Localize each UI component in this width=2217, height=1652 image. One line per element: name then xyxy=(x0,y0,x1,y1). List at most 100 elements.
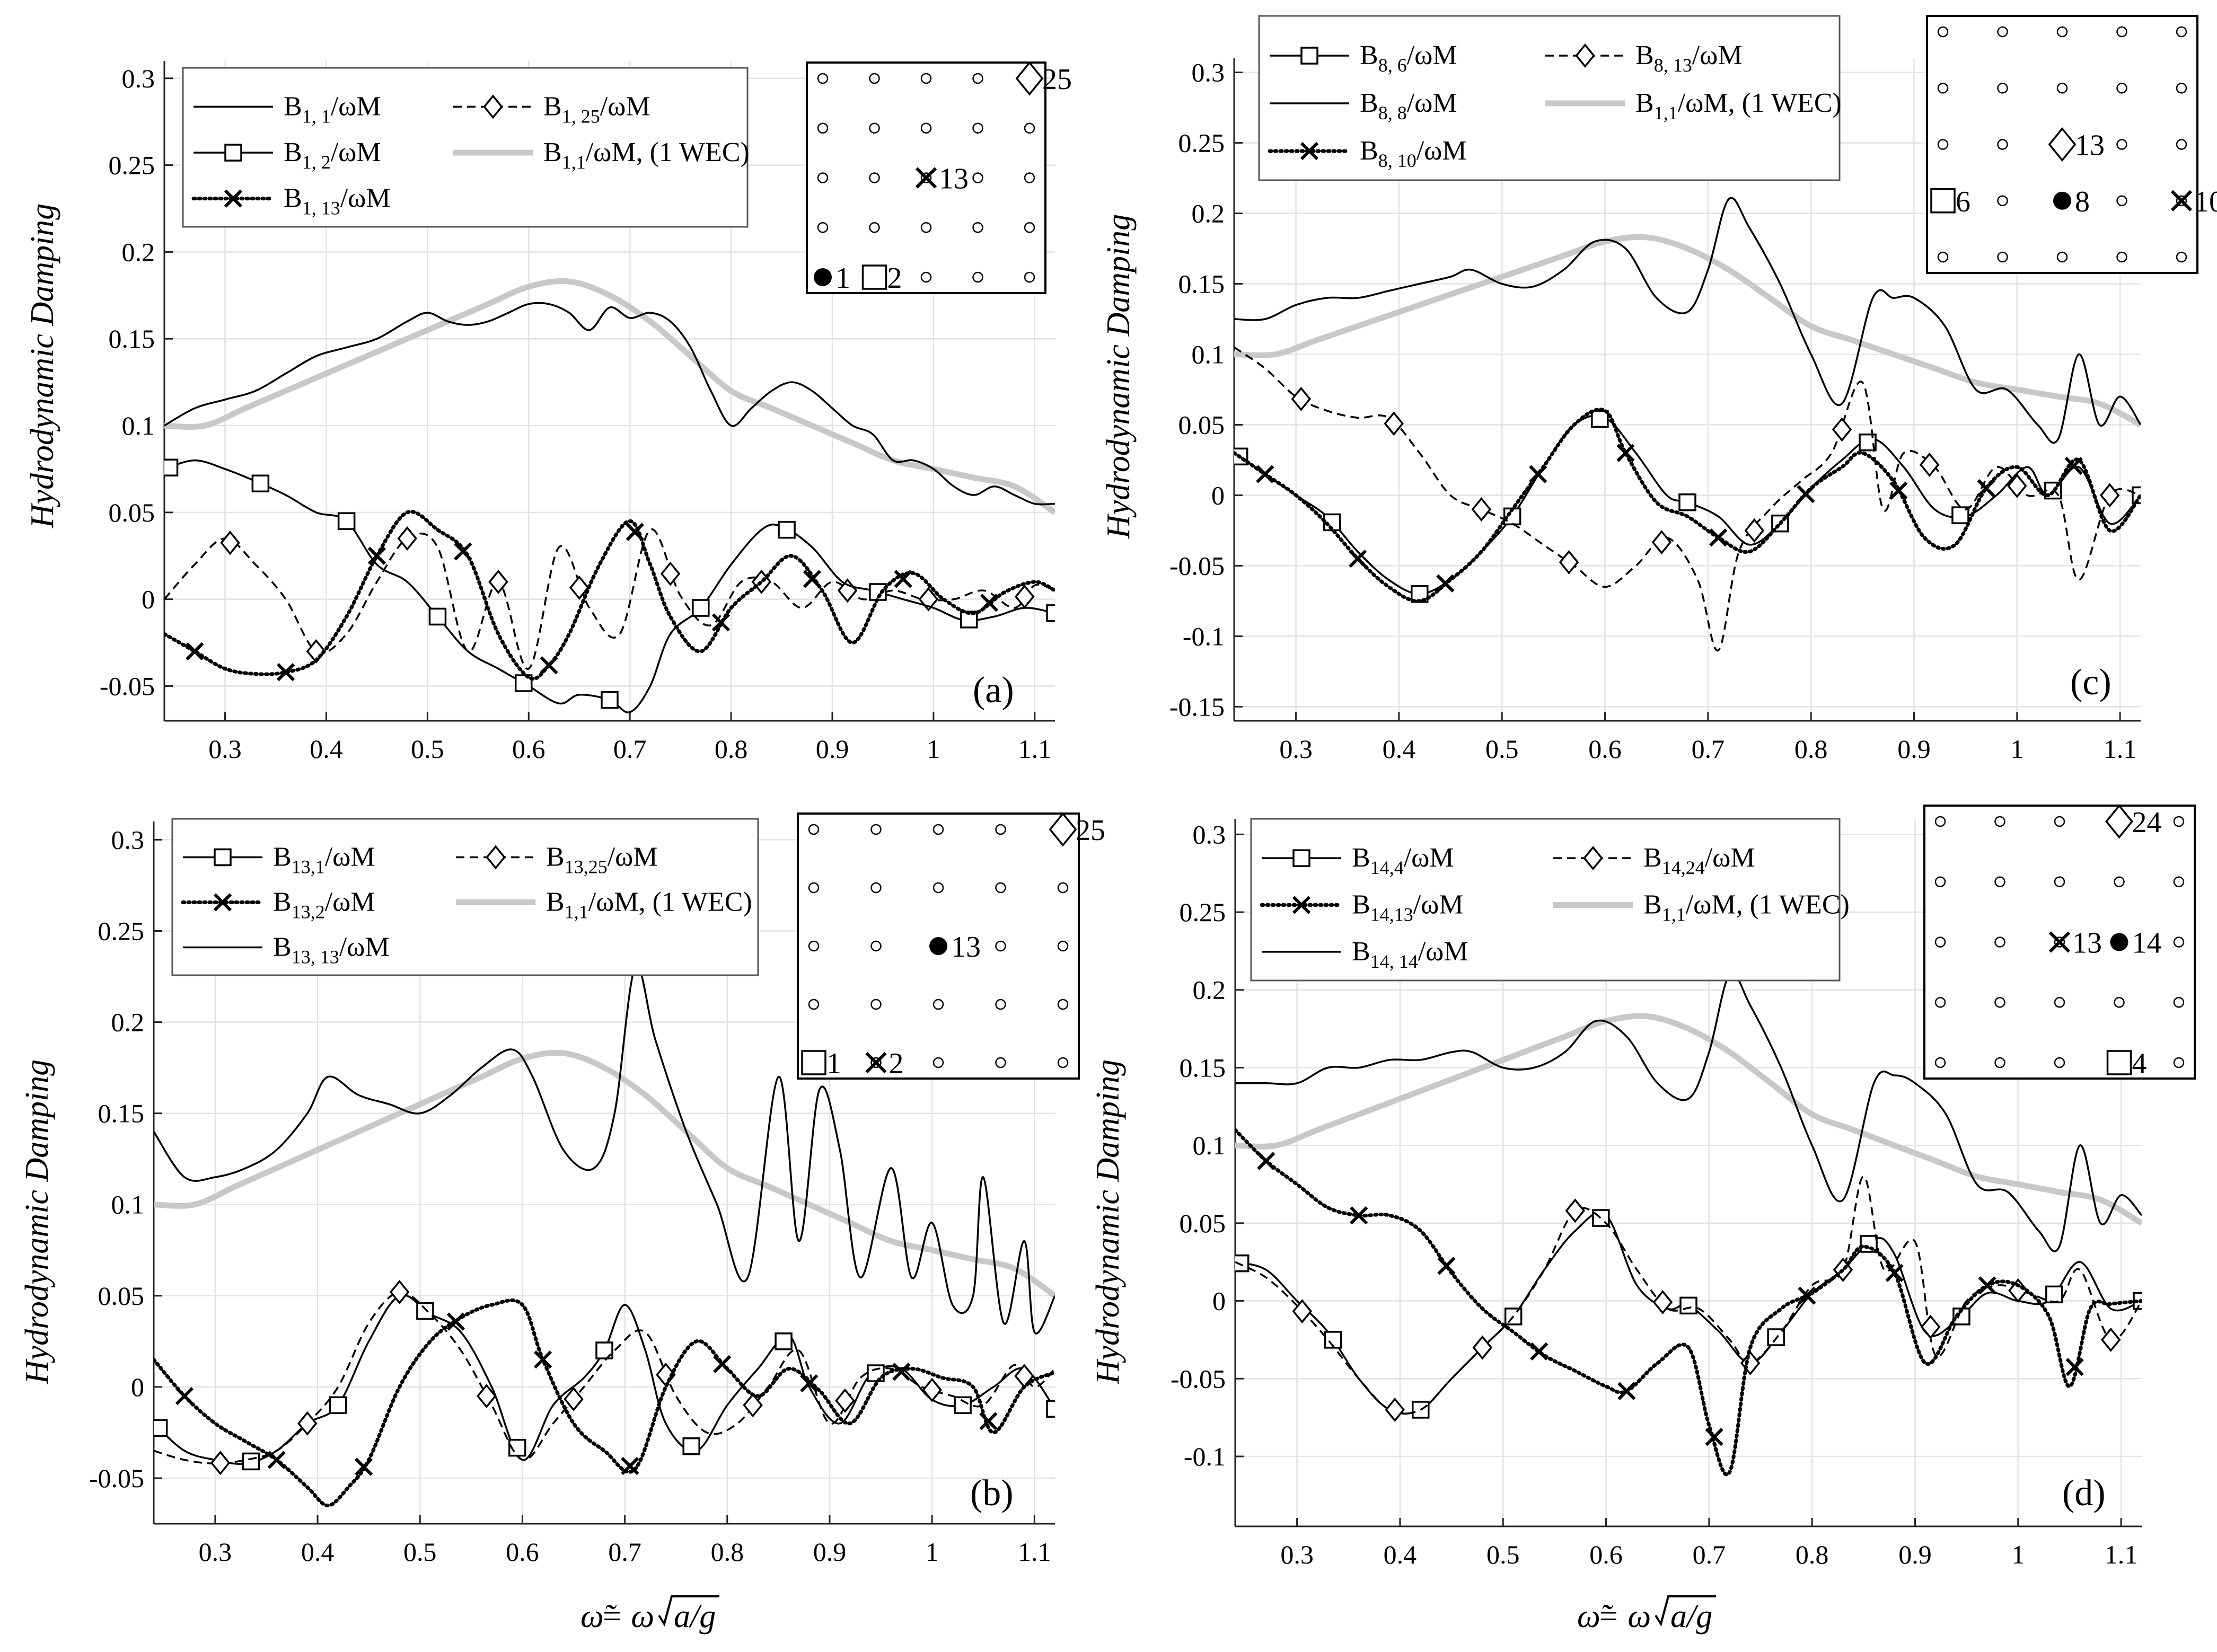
array-device xyxy=(995,882,1006,894)
series-marker-0 xyxy=(329,1396,347,1415)
x-tick-label: 0.3 xyxy=(1279,734,1313,764)
x-tick-label: 1 xyxy=(927,734,940,764)
series-marker-1 xyxy=(1651,530,1672,555)
series-line-2 xyxy=(1234,197,2141,444)
legend-label-rest: /ωM xyxy=(331,137,381,167)
y-tick-label: 0.05 xyxy=(1180,1208,1226,1238)
array-device xyxy=(2173,997,2185,1008)
legend-label-main: B xyxy=(273,932,292,962)
legend-label-main: B xyxy=(1635,88,1654,118)
legend-label-sub: 1,1 xyxy=(565,902,588,923)
array-device xyxy=(1997,139,2008,150)
series-marker-0 xyxy=(1679,1296,1697,1315)
series-line-4 xyxy=(1234,408,2141,603)
series-marker-4 xyxy=(980,594,999,612)
array-device xyxy=(2054,876,2065,887)
x-tick-label: 0.4 xyxy=(310,734,343,764)
array-device xyxy=(920,222,932,233)
array-device-label: 13 xyxy=(2075,129,2105,162)
array-device xyxy=(2176,139,2187,150)
series-marker-4 xyxy=(540,656,558,675)
array-device xyxy=(869,172,880,183)
array-device xyxy=(1934,1057,1946,1068)
array-device xyxy=(1934,816,1946,827)
array-device-selected xyxy=(2053,191,2071,210)
y-tick-label: 0.1 xyxy=(1193,1130,1226,1160)
legend-box xyxy=(1250,818,1841,982)
x-tick-label: 0.7 xyxy=(1693,1540,1726,1569)
x-tick-label: 0.5 xyxy=(411,734,444,764)
legend-label: B1,1/ωM, (1 WEC) xyxy=(1643,890,1850,925)
legend-label: B8, 13/ωM xyxy=(1635,40,1743,76)
series-marker-0 xyxy=(1324,1331,1342,1349)
y-tick-label: 0.2 xyxy=(111,1008,145,1037)
array-device xyxy=(1997,83,2008,94)
array-device-label: 13 xyxy=(2072,927,2102,960)
array-device xyxy=(1057,882,1069,894)
legend-label-rest: /ωM, (1 WEC) xyxy=(1686,890,1850,920)
y-tick-label: 0 xyxy=(1212,1286,1226,1316)
panel-label: (c) xyxy=(2070,662,2112,703)
series-group xyxy=(1235,971,2142,1477)
array-device-label: 14 xyxy=(2132,927,2162,960)
y-tick-label: 0.15 xyxy=(1180,1053,1226,1082)
array-device xyxy=(2056,26,2068,38)
x-tick-label: 0.4 xyxy=(1383,734,1416,764)
array-device xyxy=(817,172,829,183)
series-marker-1 xyxy=(1291,386,1312,411)
legend-label: B14,13/ωM xyxy=(1352,890,1464,925)
array-device xyxy=(972,172,983,183)
legend-label-rest: /ωM xyxy=(1407,88,1457,118)
x-tick-label: 1.1 xyxy=(1018,734,1052,764)
series-marker-0 xyxy=(2045,1285,2063,1304)
x-tick-label: 0.9 xyxy=(816,734,849,764)
series-marker-4 xyxy=(276,663,295,682)
x-tick-label: 0.9 xyxy=(813,1537,847,1567)
legend-label-rest: /ωM xyxy=(1705,843,1755,873)
legend-label-sub: 8, 6 xyxy=(1378,55,1407,76)
series-marker-0 xyxy=(775,1332,793,1350)
series-marker-1 xyxy=(477,1384,497,1409)
series-marker-2 xyxy=(251,474,270,492)
series-marker-4 xyxy=(1436,574,1455,593)
array-device-selected xyxy=(2110,933,2128,951)
y-tick-label: -0.05 xyxy=(1171,1364,1226,1393)
legend-label-rest: /ωM xyxy=(325,842,375,872)
array-device-label: 1 xyxy=(835,262,850,295)
array-device xyxy=(1057,1057,1069,1068)
x-tick-label: 0.6 xyxy=(506,1537,539,1567)
series-marker-2 xyxy=(1978,1276,1996,1295)
array-device-label: 4 xyxy=(2132,1047,2147,1080)
legend-label: B1,1/ωM, (1 WEC) xyxy=(543,137,750,173)
x-axis-label-left: ω̃ = ω a/g xyxy=(580,1595,719,1635)
series-marker-1 xyxy=(488,569,508,594)
y-tick-label: 0.25 xyxy=(98,916,145,946)
array-device xyxy=(2173,876,2185,887)
legend-label-sub: 13,2 xyxy=(292,902,325,923)
legend-label-main: B xyxy=(543,137,562,167)
x-tick-label: 0.9 xyxy=(1898,1540,1932,1569)
legend-label-sub: 1, 25 xyxy=(562,105,600,127)
array-device xyxy=(972,122,983,134)
legend-label-main: B xyxy=(1635,40,1654,70)
legend-label-sub: 13, 13 xyxy=(292,947,339,968)
array-device-marker xyxy=(2106,1050,2132,1075)
legend-box xyxy=(1258,15,1841,181)
legend-label-sub: 1, 13 xyxy=(302,198,340,219)
legend-label-main: B xyxy=(1360,40,1378,70)
series-marker-1 xyxy=(297,1411,318,1436)
array-device xyxy=(972,222,983,233)
array-device xyxy=(817,73,829,84)
array-device xyxy=(2116,195,2127,206)
array-device xyxy=(1024,122,1035,134)
legend-label: B13,2/ωM xyxy=(273,887,375,923)
legend-marker xyxy=(1300,47,1318,65)
series-marker-1 xyxy=(922,1377,942,1402)
legend-label-main: B xyxy=(1352,937,1370,967)
array-device xyxy=(870,940,882,952)
array-device xyxy=(1024,172,1035,183)
legend-label-sub: 1,1 xyxy=(562,152,586,173)
series-marker-2 xyxy=(1617,1382,1636,1400)
series-line-4 xyxy=(164,509,1055,681)
series-marker-1 xyxy=(1652,1289,1673,1315)
